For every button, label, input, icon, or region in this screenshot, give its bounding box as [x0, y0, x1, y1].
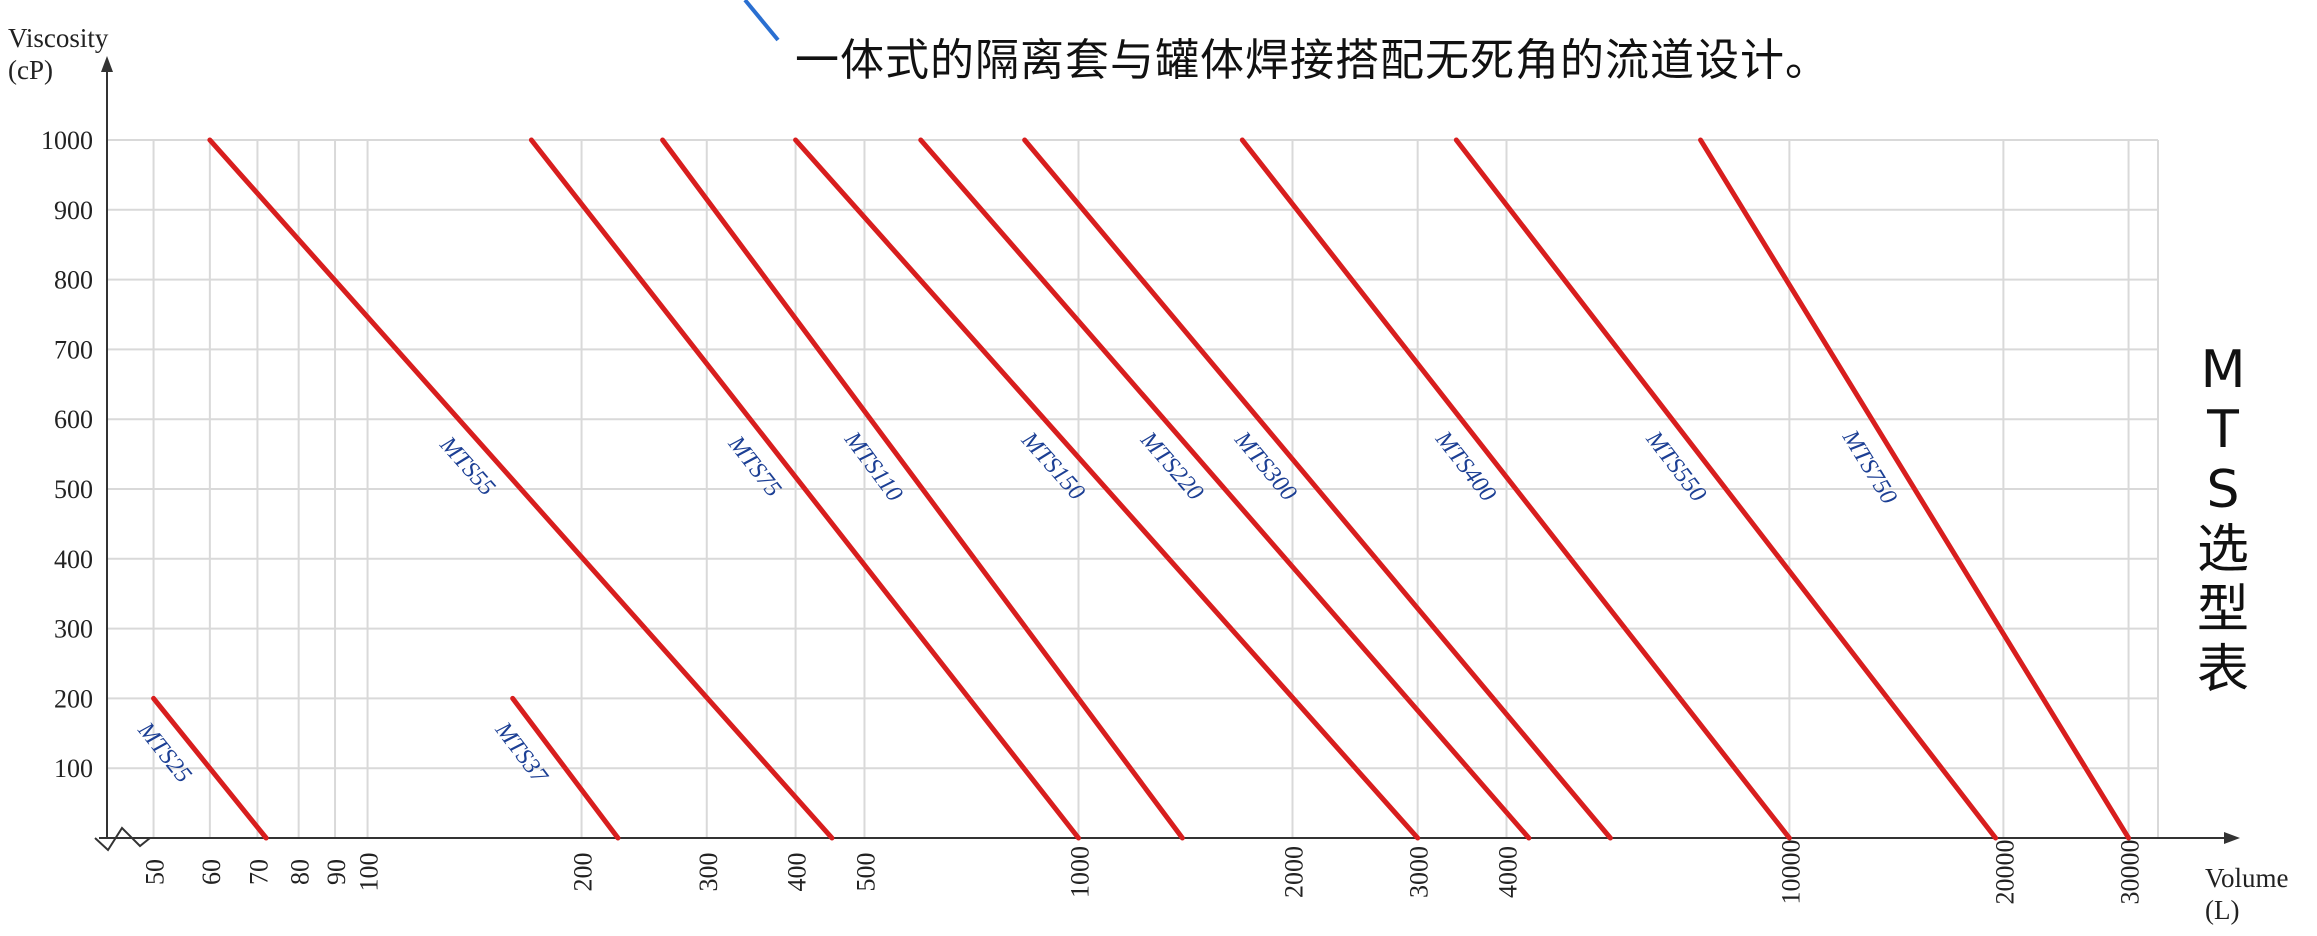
y-tick-label: 400 — [54, 545, 93, 574]
series-line — [528, 137, 1081, 841]
x-tick-label: 30000 — [2116, 840, 2145, 905]
y-axis-arrow — [101, 56, 113, 72]
series-line — [207, 137, 835, 841]
series-line — [660, 137, 1185, 841]
x-tick-label: 10000 — [1776, 840, 1805, 905]
series-label: MTS550 — [1640, 426, 1711, 507]
y-axis-title-text: Viscosity (cP) — [8, 22, 108, 86]
x-tick-label: 400 — [783, 853, 812, 892]
x-tick-label: 80 — [286, 859, 315, 885]
series-label: MTS110 — [839, 426, 908, 506]
series-label: MTS25 — [132, 717, 196, 788]
y-axis-title: Viscosity (cP) — [8, 22, 108, 86]
series-line — [1698, 137, 2132, 841]
side-title-char: 表 — [2196, 640, 2249, 700]
x-tick-label: 20000 — [1990, 840, 2019, 905]
x-tick-label: 100 — [355, 853, 384, 892]
x-tick-label: 500 — [851, 853, 880, 892]
y-tick-label: 500 — [54, 475, 93, 504]
series-line — [1453, 137, 1999, 841]
x-axis-title-line: (L) — [2205, 895, 2240, 925]
y-tick-label: 600 — [54, 405, 93, 434]
y-tick-label: 100 — [54, 754, 93, 783]
y-tick-label: 800 — [54, 266, 93, 295]
x-tick-label: 2000 — [1279, 846, 1308, 898]
x-axis-title-text: Volume (L) — [2205, 862, 2289, 926]
y-tick-label: 300 — [54, 615, 93, 644]
series-line — [1022, 137, 1613, 841]
y-axis-title-line: (cP) — [8, 55, 53, 85]
y-tick-label: 700 — [54, 335, 93, 364]
y-axis-title-line: Viscosity — [8, 23, 109, 53]
side-title-char: 选 — [2196, 520, 2249, 580]
header-accent-stroke — [743, 0, 780, 42]
x-tick-label: 50 — [141, 859, 170, 885]
side-title-char: M — [2200, 340, 2246, 400]
y-tick-label: 200 — [54, 684, 93, 713]
side-title-char: 型 — [2196, 580, 2249, 640]
y-tick-label: 900 — [54, 196, 93, 225]
series-label: MTS55 — [434, 431, 500, 501]
series-line — [510, 695, 621, 841]
x-tick-label: 3000 — [1405, 846, 1434, 898]
series-label: MTS750 — [1837, 425, 1902, 509]
series-line — [1239, 137, 1792, 841]
x-tick-label: 200 — [569, 853, 598, 892]
x-tick-label: 70 — [244, 859, 273, 885]
x-tick-label: 1000 — [1065, 846, 1094, 898]
series-line — [918, 137, 1532, 841]
series-label: MTS75 — [722, 431, 786, 502]
header-caption: 一体式的隔离套与罐体焊接搭配无死角的流道设计。 — [795, 35, 1830, 86]
x-axis-arrow — [2224, 832, 2240, 844]
series-label: MTS37 — [489, 717, 553, 790]
y-tick-label: 1000 — [41, 126, 93, 155]
x-axis-title-line: Volume — [2205, 863, 2289, 893]
x-tick-label: 60 — [197, 859, 226, 885]
series-label: MTS300 — [1229, 426, 1302, 506]
series-line — [793, 137, 1421, 841]
x-tick-label: 4000 — [1493, 846, 1522, 898]
series-label: MTS400 — [1430, 426, 1501, 507]
axis-break-mark — [94, 826, 151, 852]
side-title-char: T — [2207, 400, 2239, 460]
side-title-char: S — [2206, 460, 2240, 520]
x-tick-label: 90 — [322, 859, 351, 885]
series-line — [151, 695, 269, 841]
series-label: MTS220 — [1135, 427, 1209, 506]
x-axis-title: Volume (L) — [2205, 862, 2289, 926]
x-tick-label: 300 — [694, 853, 723, 892]
